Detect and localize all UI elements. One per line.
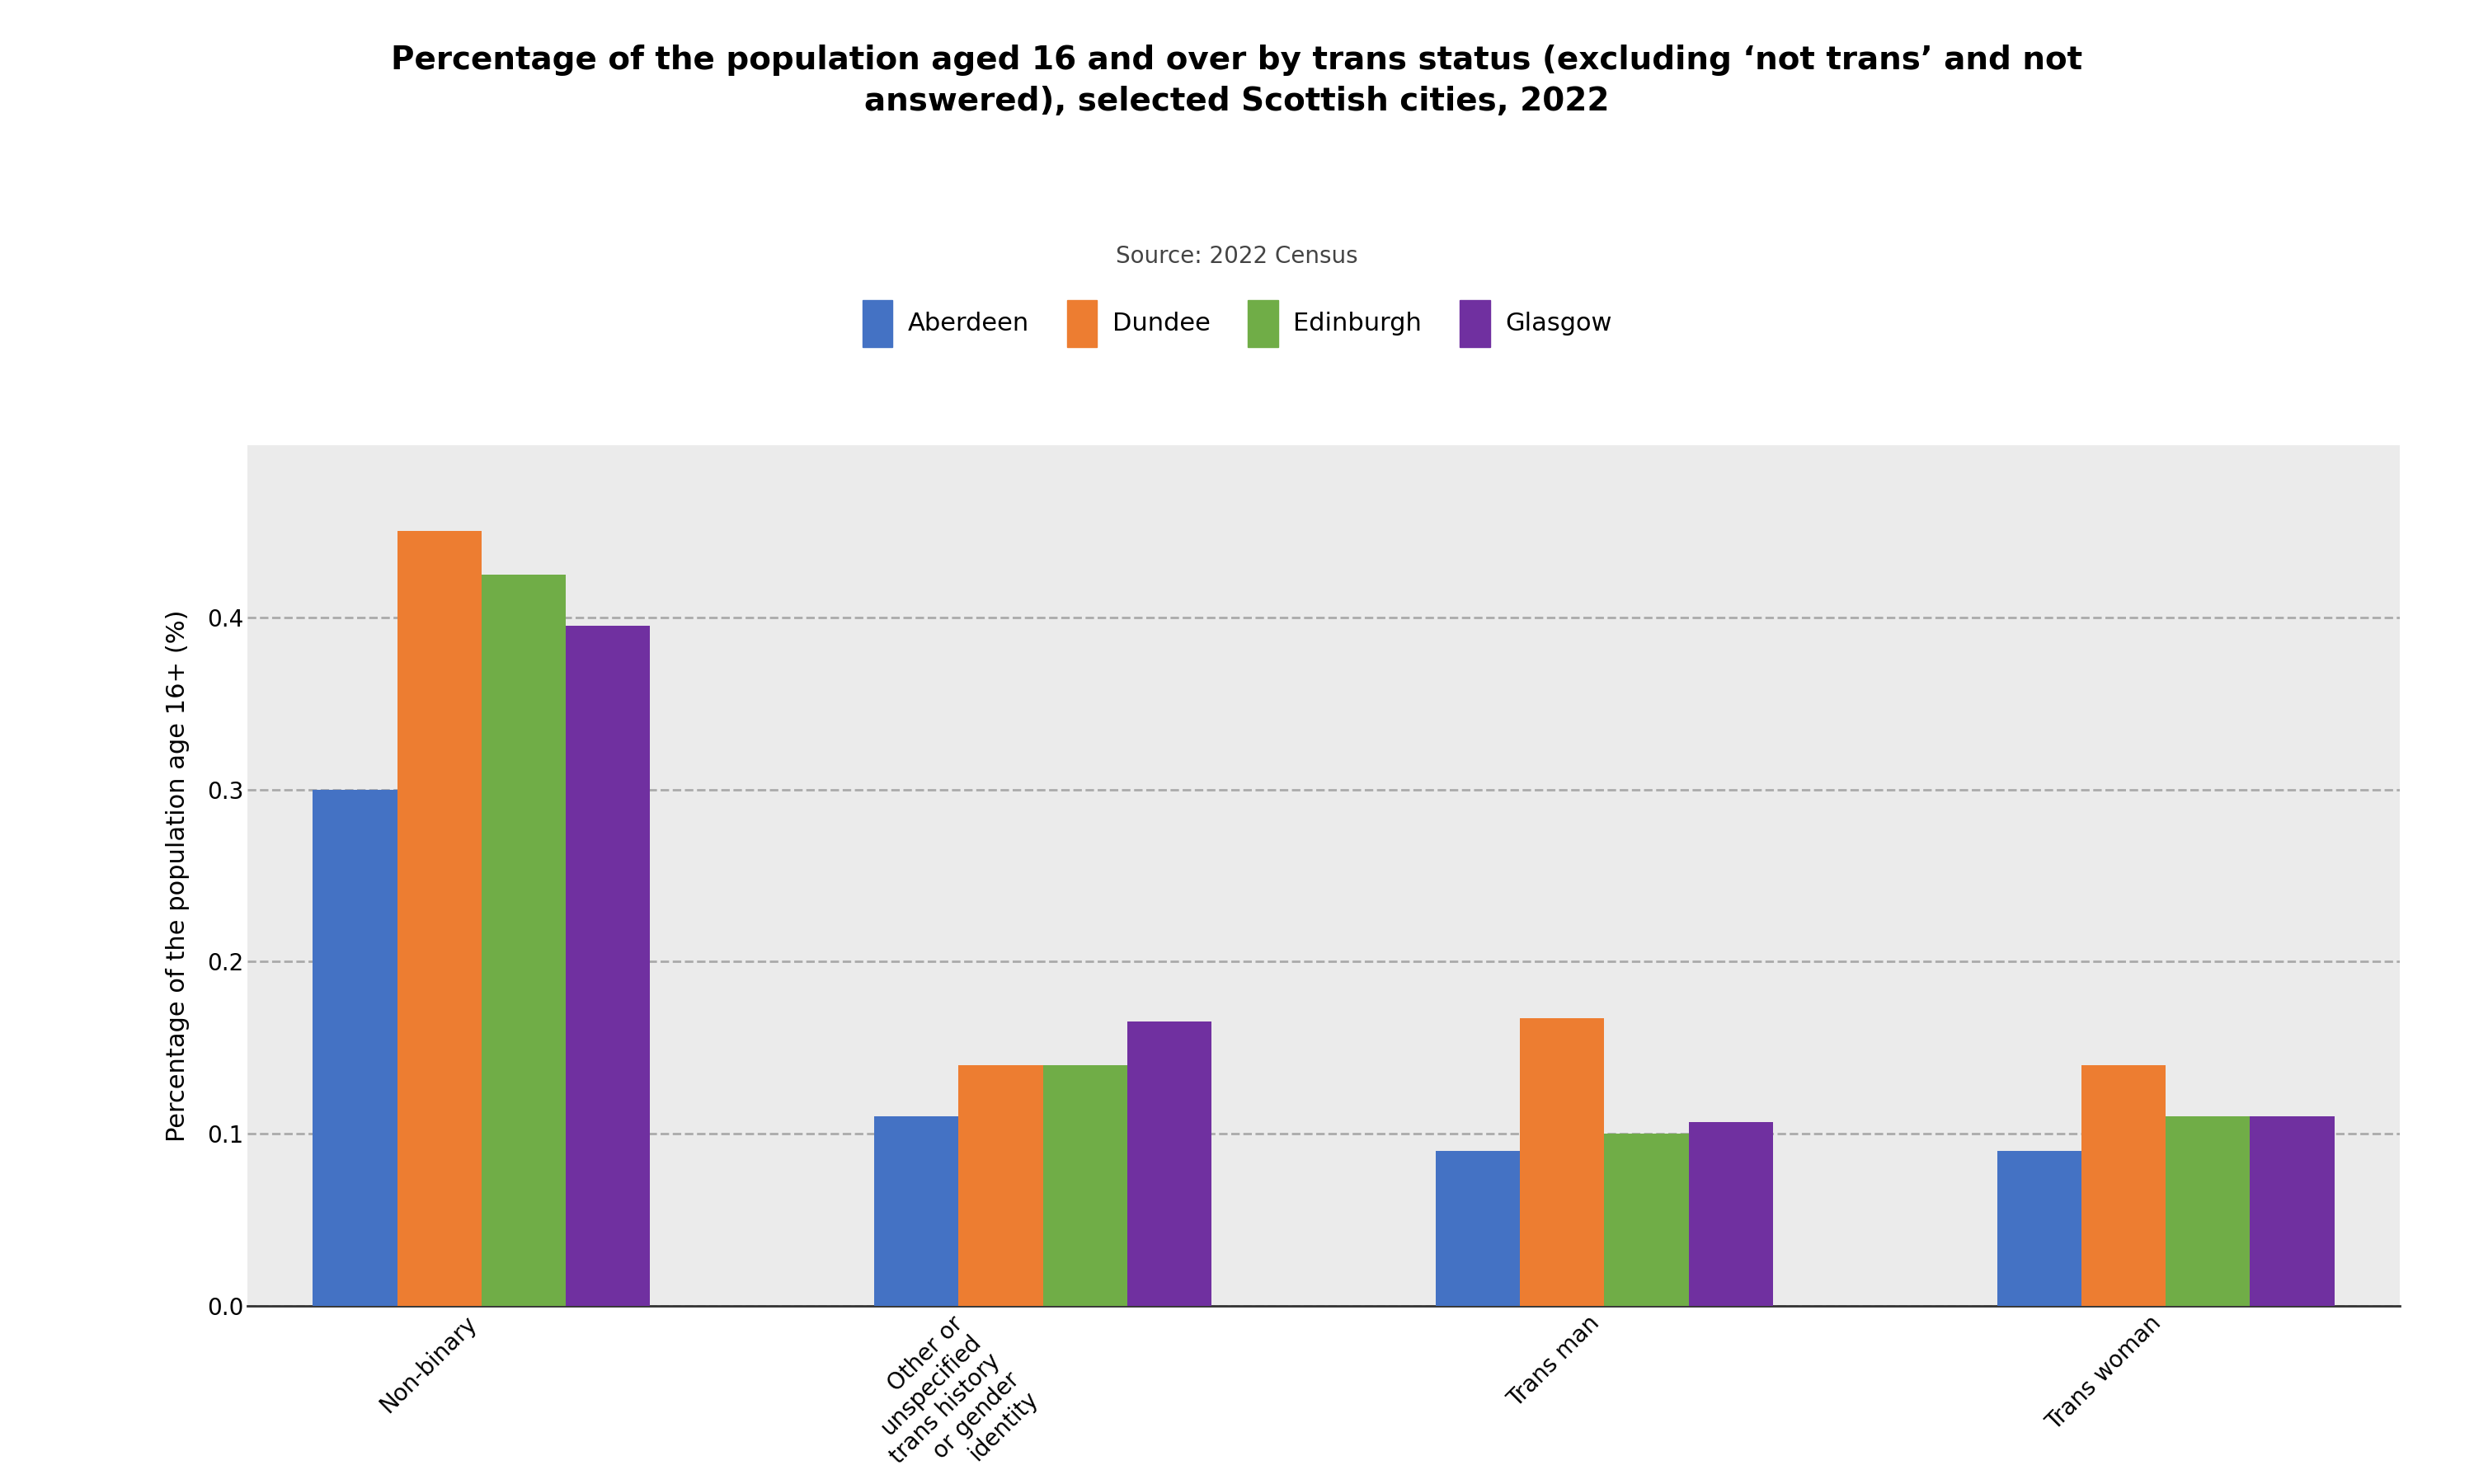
Text: Percentage of the population aged 16 and over by trans status (excluding ‘not tr: Percentage of the population aged 16 and… [391,45,2083,117]
Bar [312,789,398,1306]
Bar [1603,1134,1690,1306]
Y-axis label: Percentage of the population age 16+ (%): Percentage of the population age 16+ (%) [166,610,190,1141]
Bar [2165,1116,2249,1306]
Bar [1519,1018,1603,1306]
Bar [482,574,567,1306]
Text: Source: 2022 Census: Source: 2022 Census [1116,245,1358,269]
Bar [957,1066,1044,1306]
Bar [1435,1152,1519,1306]
Legend: Aberdeen, Dundee, Edinburgh, Glasgow: Aberdeen, Dundee, Edinburgh, Glasgow [849,286,1625,359]
Bar [398,531,482,1306]
Bar [1128,1022,1212,1306]
Bar [1690,1122,1774,1306]
Bar [1044,1066,1128,1306]
Bar [873,1116,957,1306]
Bar [1997,1152,2081,1306]
Bar [2081,1066,2165,1306]
Bar [2249,1116,2335,1306]
Bar [567,626,651,1306]
